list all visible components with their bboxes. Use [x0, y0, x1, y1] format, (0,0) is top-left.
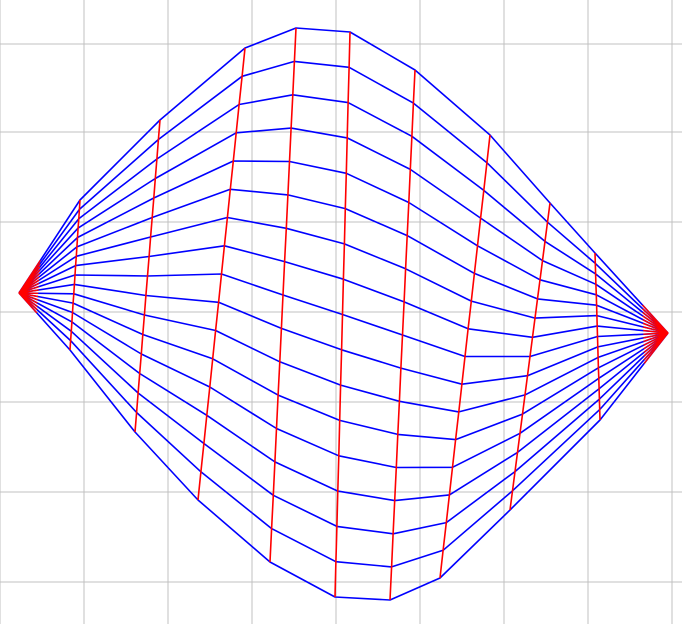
blue-mesh-lines — [18, 27, 669, 601]
red-curve-9 — [594, 252, 601, 421]
red-curve-7 — [439, 134, 491, 579]
red-curve-2 — [134, 119, 161, 433]
blue-curve-10 — [18, 292, 669, 413]
blue-curve-14 — [18, 292, 669, 535]
pole-fan-segment — [18, 292, 38, 314]
red-mesh-lines — [18, 27, 669, 601]
red-curve-3 — [197, 47, 246, 501]
red-curve-6 — [389, 69, 416, 601]
red-curve-8 — [509, 202, 551, 511]
pole-fan-segment — [643, 332, 669, 364]
red-curve-4 — [269, 27, 297, 563]
blue-curve-15 — [18, 292, 669, 568]
red-curve-5 — [334, 31, 351, 598]
blue-curve-12 — [18, 292, 669, 469]
red-curve-1 — [69, 199, 81, 351]
blue-curve-13 — [18, 292, 669, 502]
